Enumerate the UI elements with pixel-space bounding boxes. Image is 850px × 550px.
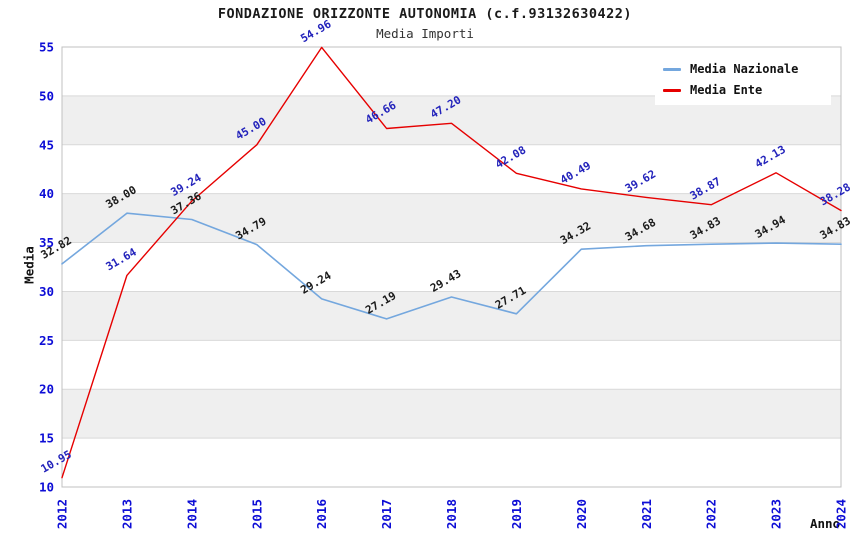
- y-tick-label: 25: [39, 333, 54, 348]
- plot-border: [61, 46, 842, 488]
- chart-title: FONDAZIONE ORIZZONTE AUTONOMIA (c.f.9313…: [217, 6, 633, 22]
- plot-band: [62, 144, 841, 194]
- legend-line-swatch-ente-icon: [663, 88, 681, 92]
- x-tick-label: 2017: [379, 499, 394, 529]
- plot-band: [62, 438, 841, 487]
- x-tick-label: 2012: [55, 499, 70, 529]
- x-tick-label: 2019: [509, 499, 524, 529]
- chart-subtitle: Media Importi: [376, 26, 474, 41]
- y-tick-label: 15: [39, 431, 54, 446]
- y-tick-label: 55: [39, 40, 54, 55]
- data-label: 54.96: [298, 17, 334, 45]
- x-tick-label: 2013: [119, 499, 134, 529]
- legend-item-media-nazionale: Media Nazionale: [663, 62, 823, 76]
- y-tick-label: 35: [39, 235, 54, 250]
- legend-item-media-ente: Media Ente: [663, 83, 823, 97]
- x-tick-label: 2020: [574, 499, 589, 529]
- y-tick-label: 45: [39, 137, 54, 152]
- x-tick-label: 2015: [249, 499, 264, 529]
- plot-band: [62, 242, 841, 292]
- x-axis-title: Anno: [810, 516, 841, 531]
- x-tick-label: 2022: [704, 499, 719, 529]
- y-tick-label: 10: [39, 480, 54, 495]
- x-tick-label: 2023: [769, 499, 784, 529]
- series-line-media-nazionale: [61, 212, 842, 320]
- x-tick-label: 2014: [184, 499, 199, 529]
- y-tick-label: 30: [39, 284, 54, 299]
- y-tick-label: 50: [39, 88, 54, 103]
- x-tick-label: 2021: [639, 499, 654, 529]
- y-tick-label: 20: [39, 382, 54, 397]
- plot-band: [62, 340, 841, 390]
- plot-band: [62, 291, 841, 341]
- legend: Media Nazionale Media Ente: [655, 55, 831, 105]
- y-tick-label: 40: [39, 186, 54, 201]
- legend-label-media-nazionale: Media Nazionale: [690, 62, 799, 76]
- series-line-media-ente: [61, 46, 842, 479]
- x-tick-label: 2016: [314, 499, 329, 529]
- legend-label-media-ente: Media Ente: [690, 83, 763, 97]
- legend-line-swatch-nazionale-icon: [663, 67, 681, 71]
- x-tick-label: 2024: [834, 499, 849, 529]
- plot-band: [62, 389, 841, 439]
- x-tick-label: 2018: [444, 499, 459, 529]
